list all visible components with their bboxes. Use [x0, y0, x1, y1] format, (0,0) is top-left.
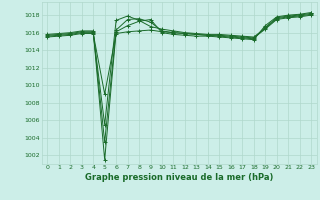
X-axis label: Graphe pression niveau de la mer (hPa): Graphe pression niveau de la mer (hPa)	[85, 173, 273, 182]
